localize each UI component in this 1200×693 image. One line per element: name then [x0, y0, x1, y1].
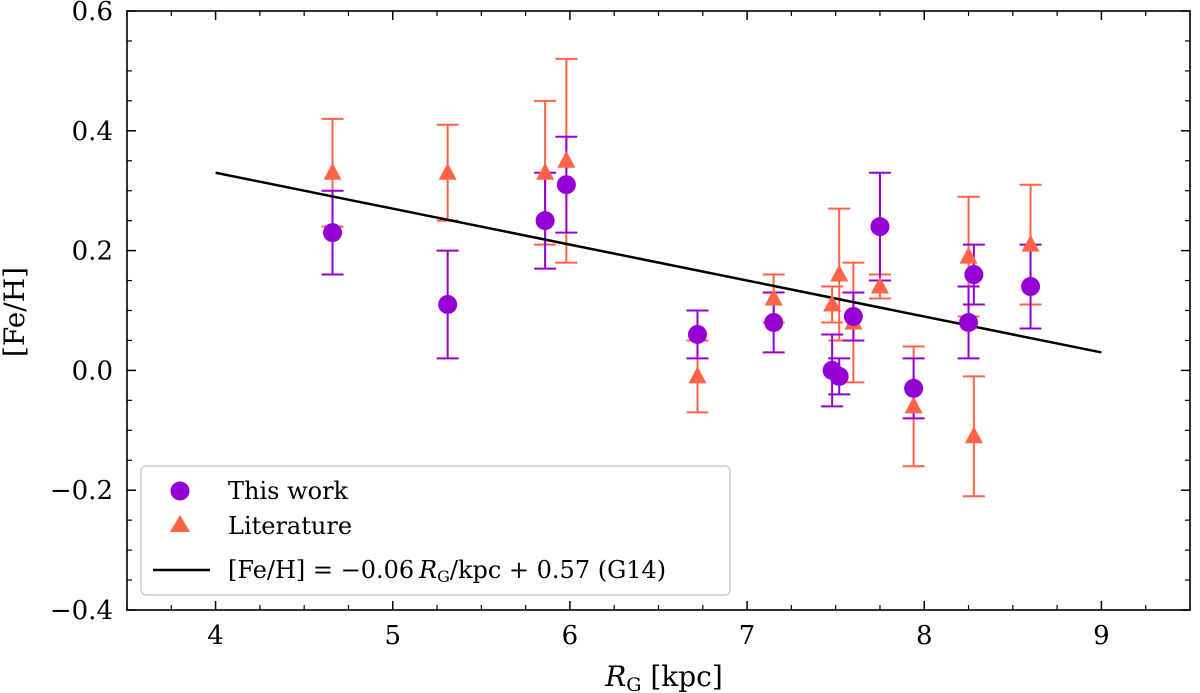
data-point-this-work — [843, 306, 863, 326]
x-tick-label: 8 — [916, 621, 933, 651]
data-point-literature — [823, 294, 842, 312]
legend-fit-pre: [Fe/H] = −0.06 — [228, 556, 419, 584]
data-point-literature — [764, 288, 783, 306]
data-point-literature — [1021, 234, 1040, 252]
data-point-this-work — [959, 312, 979, 332]
data-point-literature — [323, 162, 342, 180]
legend-label-literature: Literature — [228, 512, 352, 540]
legend-circle-marker — [170, 481, 190, 501]
y-tick-label: 0.2 — [72, 237, 113, 267]
legend-label-this-work: This work — [228, 477, 349, 505]
x-tick-label: 6 — [562, 621, 579, 651]
data-point-literature — [830, 264, 849, 282]
data-point-this-work — [1021, 277, 1041, 297]
x-axis-label-unit: [kpc] — [641, 660, 722, 693]
x-tick-label: 9 — [1093, 621, 1110, 651]
legend-fit-var: R — [418, 556, 437, 584]
data-point-this-work — [556, 175, 576, 195]
data-point-literature — [557, 150, 576, 168]
legend-triangle-marker — [170, 515, 190, 532]
data-point-this-work — [438, 295, 458, 315]
data-point-literature — [688, 366, 707, 384]
x-axis-label: RG [kpc] — [604, 660, 723, 693]
x-axis-label-sub: G — [626, 674, 641, 693]
data-point-this-work — [829, 366, 849, 386]
legend-frame — [140, 465, 731, 596]
data-point-this-work — [870, 217, 890, 237]
y-tick-label: −0.2 — [50, 476, 113, 506]
data-point-this-work — [764, 312, 784, 332]
legend-fit-post: /kpc + 0.57 (G14) — [450, 556, 666, 584]
data-point-literature — [438, 162, 457, 180]
y-axis-label: [Fe/H] — [0, 267, 31, 357]
data-point-literature — [904, 396, 923, 414]
x-tick-label: 4 — [207, 621, 224, 651]
data-point-literature — [964, 426, 983, 444]
y-tick-label: 0.0 — [72, 356, 113, 386]
y-tick-label: −0.4 — [50, 596, 113, 626]
data-point-this-work — [964, 265, 984, 285]
data-point-literature — [536, 162, 555, 180]
legend-label-fit: [Fe/H] = −0.06 RG/kpc + 0.57 (G14) — [228, 556, 666, 586]
data-point-this-work — [904, 378, 924, 398]
data-point-this-work — [535, 211, 555, 231]
x-tick-label: 7 — [739, 621, 756, 651]
x-axis-label-var: R — [604, 660, 626, 693]
axes-layer: 4 5 6 7 8 9 −0.4 −0.2 0.0 0.2 0.4 0.6 — [50, 0, 1191, 651]
fit-line-layer — [215, 171, 1102, 354]
fit-line — [215, 171, 1102, 354]
legend: This work Literature [Fe/H] = −0.06 RG/k… — [140, 465, 731, 596]
data-point-literature — [959, 246, 978, 264]
y-tick-label: 0.6 — [72, 0, 113, 27]
y-tick-label: 0.4 — [72, 117, 113, 147]
errorbars-layer — [321, 57, 1042, 498]
markers-layer — [323, 150, 1041, 444]
x-tick-label: 5 — [384, 621, 401, 651]
data-point-this-work — [323, 223, 343, 243]
data-point-literature — [870, 276, 889, 294]
legend-fit-sub: G — [437, 567, 450, 586]
data-point-this-work — [687, 324, 707, 344]
